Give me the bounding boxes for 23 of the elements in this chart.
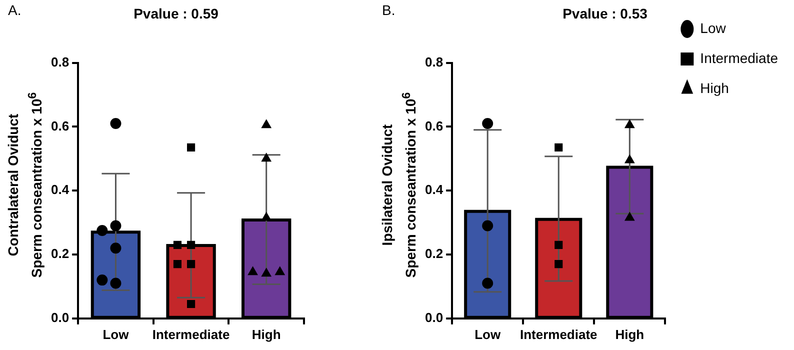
x-tick-label: High [252,326,281,342]
text: A. [8,2,22,18]
y-tick-label: 0.0 [424,310,444,325]
y-tick-label: 0.6 [50,118,70,134]
y-tick-label: 0.2 [424,246,444,262]
x-tick-label: Low [102,326,130,342]
y-tick-label: 0.8 [424,54,444,70]
x-tick-label: Low [474,326,502,342]
y-tick-label: 0.8 [50,54,70,70]
x-tick-label: High [615,326,644,342]
y-tick-label: 0.4 [424,182,444,198]
y-tick-label: 0.2 [50,246,70,262]
y-tick-label: 0.0 [50,310,70,325]
chart-title: Pvalue : 0.53 [562,5,648,22]
x-tick-label: Intermediate [520,326,598,342]
y-tick-label: 0.6 [424,118,444,134]
text: B. [382,2,396,18]
legend-label: Low [700,20,727,36]
y-tick-label: 0.4 [50,182,70,198]
chart-title: Pvalue : 0.59 [134,5,219,22]
legend-label: Intermediate [700,50,778,66]
legend-label: High [700,80,729,96]
x-tick-label: Intermediate [152,326,230,342]
